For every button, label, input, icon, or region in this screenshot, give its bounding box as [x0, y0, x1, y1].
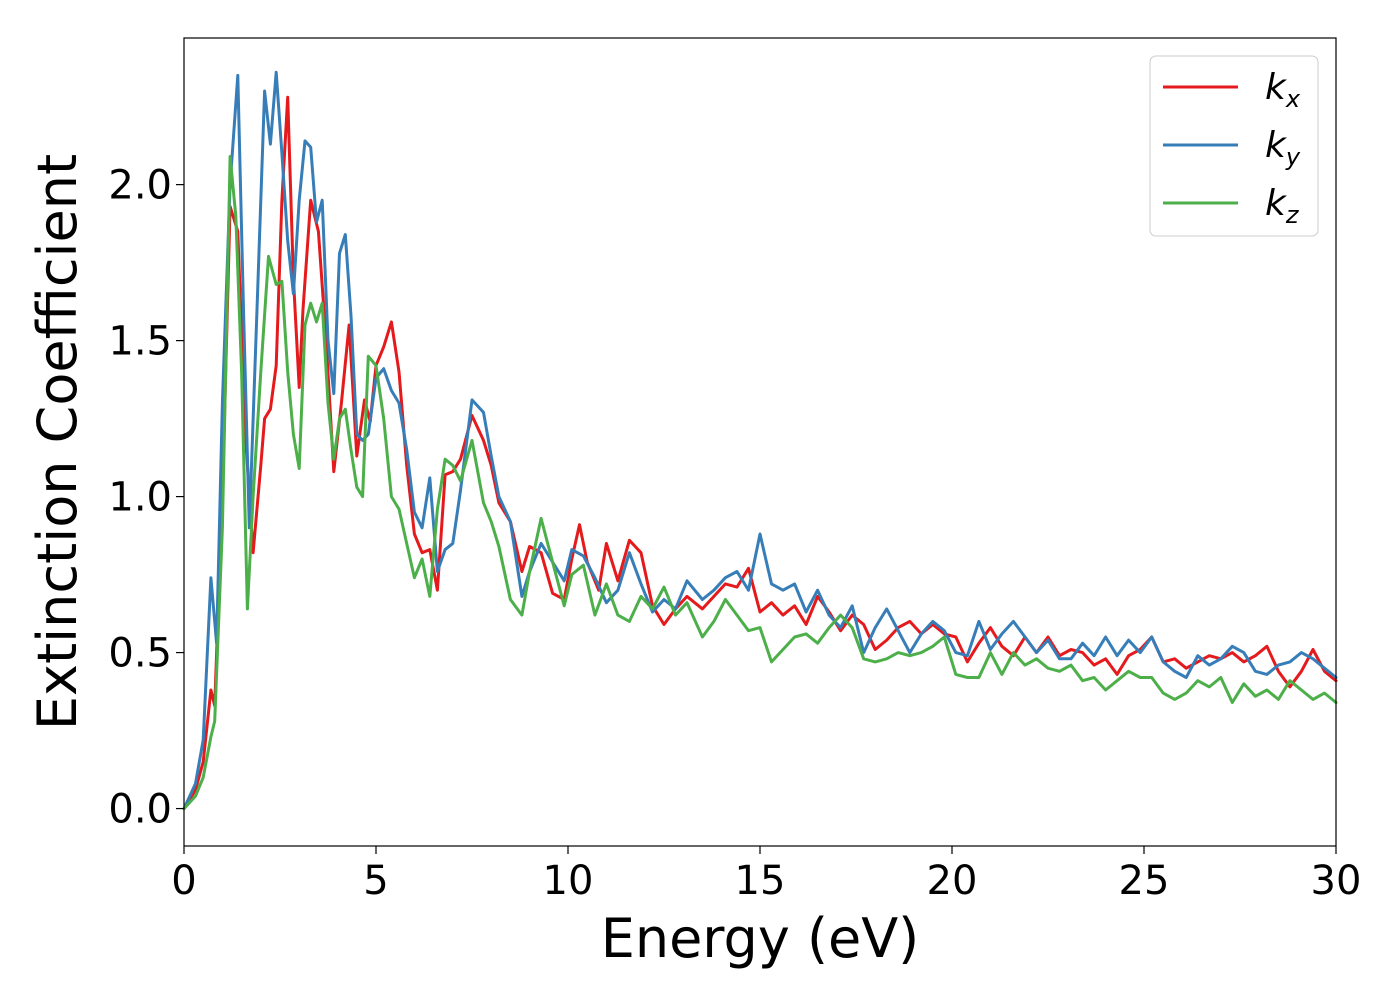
x-axis-ticks: 0 5 10 15 20 25 30	[171, 846, 1361, 904]
series-line-ky	[182, 70, 1338, 811]
x-tick-label: 25	[1119, 858, 1170, 904]
x-tick-label: 20	[927, 858, 978, 904]
x-tick-label: 10	[543, 858, 594, 904]
y-tick-label: 1.5	[108, 319, 172, 365]
x-tick-label: 0	[171, 858, 196, 904]
y-axis-ticks: 0.0 0.5 1.0 1.5 2.0	[108, 163, 184, 833]
series-line-kz	[182, 155, 1338, 811]
y-axis-title: Extinction Coefficient	[26, 154, 89, 730]
legend-label-ky: ky	[1265, 125, 1301, 171]
y-tick-label: 0.5	[108, 631, 172, 677]
y-tick-label: 2.0	[108, 163, 172, 209]
y-tick-label: 0.0	[108, 787, 172, 833]
y-tick-label: 1.0	[108, 475, 172, 521]
legend-label-kx: kx	[1265, 67, 1301, 113]
x-tick-label: 15	[735, 858, 786, 904]
series-layer	[182, 70, 1338, 811]
x-tick-label: 5	[363, 858, 388, 904]
x-axis-title: Energy (eV)	[601, 907, 920, 970]
x-tick-label: 30	[1311, 858, 1362, 904]
